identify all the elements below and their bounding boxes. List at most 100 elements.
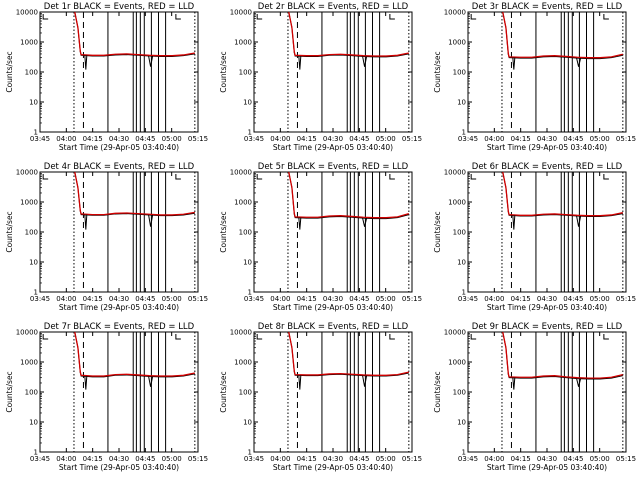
y-tick-label: 1 <box>462 129 466 137</box>
x-tick-label: 04:45 <box>563 455 583 463</box>
y-tick-label: 1000 <box>448 199 466 207</box>
lld-series-line <box>288 11 409 57</box>
x-tick-label: 04:30 <box>323 135 343 143</box>
y-axis-label: Counts/sec <box>219 211 228 252</box>
y-tick-label: 100 <box>453 229 466 237</box>
panel-det-8: Det 8r BLACK = Events, RED = LLD 1 10 100 10… <box>219 322 422 472</box>
y-axis-label: Counts/sec <box>433 371 442 412</box>
y-tick-label: 100 <box>239 389 252 397</box>
y-tick-label: 10 <box>457 419 466 427</box>
x-tick-label: 05:15 <box>402 455 422 463</box>
x-tick-label: 04:45 <box>563 135 583 143</box>
y-tick-label: 1000 <box>234 39 252 47</box>
y-tick-label: 100 <box>453 69 466 77</box>
panel-title: Det 5r BLACK = Events, RED = LLD <box>258 162 409 172</box>
corner-bracket <box>175 334 181 340</box>
corner-bracket <box>256 334 263 340</box>
x-tick-label: 04:45 <box>563 295 583 303</box>
corner-bracket <box>175 14 181 20</box>
y-axis-label: Counts/sec <box>5 211 14 252</box>
events-dip <box>298 375 302 390</box>
y-tick-label: 1000 <box>20 359 38 367</box>
x-tick-label: 04:45 <box>349 455 369 463</box>
x-tick-label: 04:45 <box>135 295 155 303</box>
events-dip <box>148 214 154 227</box>
x-tick-label: 05:15 <box>402 295 422 303</box>
x-tick-label: 03:45 <box>244 455 264 463</box>
events-dip <box>84 214 88 230</box>
y-tick-label: 1 <box>462 289 466 297</box>
panel-title: Det 8r BLACK = Events, RED = LLD <box>258 322 409 332</box>
y-tick-label: 1000 <box>20 39 38 47</box>
x-tick-label: 04:30 <box>537 455 557 463</box>
plot-frame <box>467 331 627 453</box>
panel-title: Det 9r BLACK = Events, RED = LLD <box>472 322 623 332</box>
panel-det-3: Det 3r BLACK = Events, RED = LLD 1 10 100 10… <box>433 2 636 152</box>
y-tick-label: 1 <box>34 129 38 137</box>
y-axis-label: Counts/sec <box>219 371 228 412</box>
corner-bracket <box>175 174 181 180</box>
x-tick-label: 03:45 <box>244 135 264 143</box>
y-tick-label: 100 <box>25 69 38 77</box>
lld-series-line <box>74 331 195 377</box>
y-axis-label: Counts/sec <box>433 51 442 92</box>
y-tick-label: 1 <box>248 289 252 297</box>
y-tick-label: 10 <box>243 99 252 107</box>
corner-bracket <box>389 334 395 340</box>
corner-bracket <box>42 174 49 180</box>
plot-frame <box>467 11 627 133</box>
events-dip <box>362 56 368 67</box>
x-tick-label: 03:45 <box>30 295 50 303</box>
panel-title: Det 4r BLACK = Events, RED = LLD <box>44 162 195 172</box>
corner-bracket <box>42 14 49 20</box>
y-tick-label: 1 <box>248 129 252 137</box>
panel-title: Det 2r BLACK = Events, RED = LLD <box>258 2 409 12</box>
y-tick-label: 10 <box>243 259 252 267</box>
x-tick-label: 04:15 <box>297 455 317 463</box>
x-tick-label: 03:45 <box>458 295 478 303</box>
lld-series-line <box>502 11 623 59</box>
corner-bracket <box>470 174 477 180</box>
plot-frame <box>39 11 199 133</box>
y-tick-label: 10000 <box>16 329 38 337</box>
x-axis-label: Start Time (29-Apr-05 03:40:40) <box>273 463 393 472</box>
y-tick-label: 10 <box>29 419 38 427</box>
y-tick-label: 10000 <box>230 9 252 17</box>
events-dip <box>362 375 368 387</box>
x-axis-label: Start Time (29-Apr-05 03:40:40) <box>59 303 179 312</box>
x-tick-label: 04:15 <box>511 135 531 143</box>
x-tick-label: 05:15 <box>188 135 208 143</box>
x-tick-label: 04:00 <box>56 455 76 463</box>
corner-bracket <box>603 14 609 20</box>
lld-series-line <box>502 171 623 217</box>
panel-title: Det 6r BLACK = Events, RED = LLD <box>472 162 623 172</box>
y-axis-label: Counts/sec <box>219 51 228 92</box>
events-dip <box>512 215 516 230</box>
panel-det-2: Det 2r BLACK = Events, RED = LLD 1 10 100 10… <box>219 2 422 152</box>
y-axis-label: Counts/sec <box>5 371 14 412</box>
y-tick-label: 10 <box>243 419 252 427</box>
x-tick-label: 04:00 <box>484 295 504 303</box>
corner-bracket <box>389 174 395 180</box>
x-tick-label: 04:00 <box>56 295 76 303</box>
plot-frame <box>467 171 627 293</box>
y-tick-label: 1 <box>462 449 466 457</box>
x-tick-label: 04:30 <box>109 455 129 463</box>
x-tick-label: 04:15 <box>297 135 317 143</box>
corner-bracket <box>256 14 263 20</box>
y-tick-label: 1 <box>34 289 38 297</box>
lld-series-line <box>74 11 195 57</box>
x-tick-label: 04:30 <box>537 295 557 303</box>
x-tick-label: 04:15 <box>83 135 103 143</box>
panel-det-1: Det 1r BLACK = Events, RED = LLD 1 10 100 10… <box>5 2 208 152</box>
y-tick-label: 10 <box>29 99 38 107</box>
events-dip <box>298 56 302 70</box>
y-tick-label: 1000 <box>448 359 466 367</box>
events-dip <box>512 57 516 70</box>
x-tick-label: 05:15 <box>616 135 636 143</box>
panel-det-7: Det 7r BLACK = Events, RED = LLD 1 10 100 10… <box>5 322 208 472</box>
plot-frame <box>253 331 413 453</box>
events-dip <box>576 215 582 227</box>
x-tick-label: 04:15 <box>83 455 103 463</box>
